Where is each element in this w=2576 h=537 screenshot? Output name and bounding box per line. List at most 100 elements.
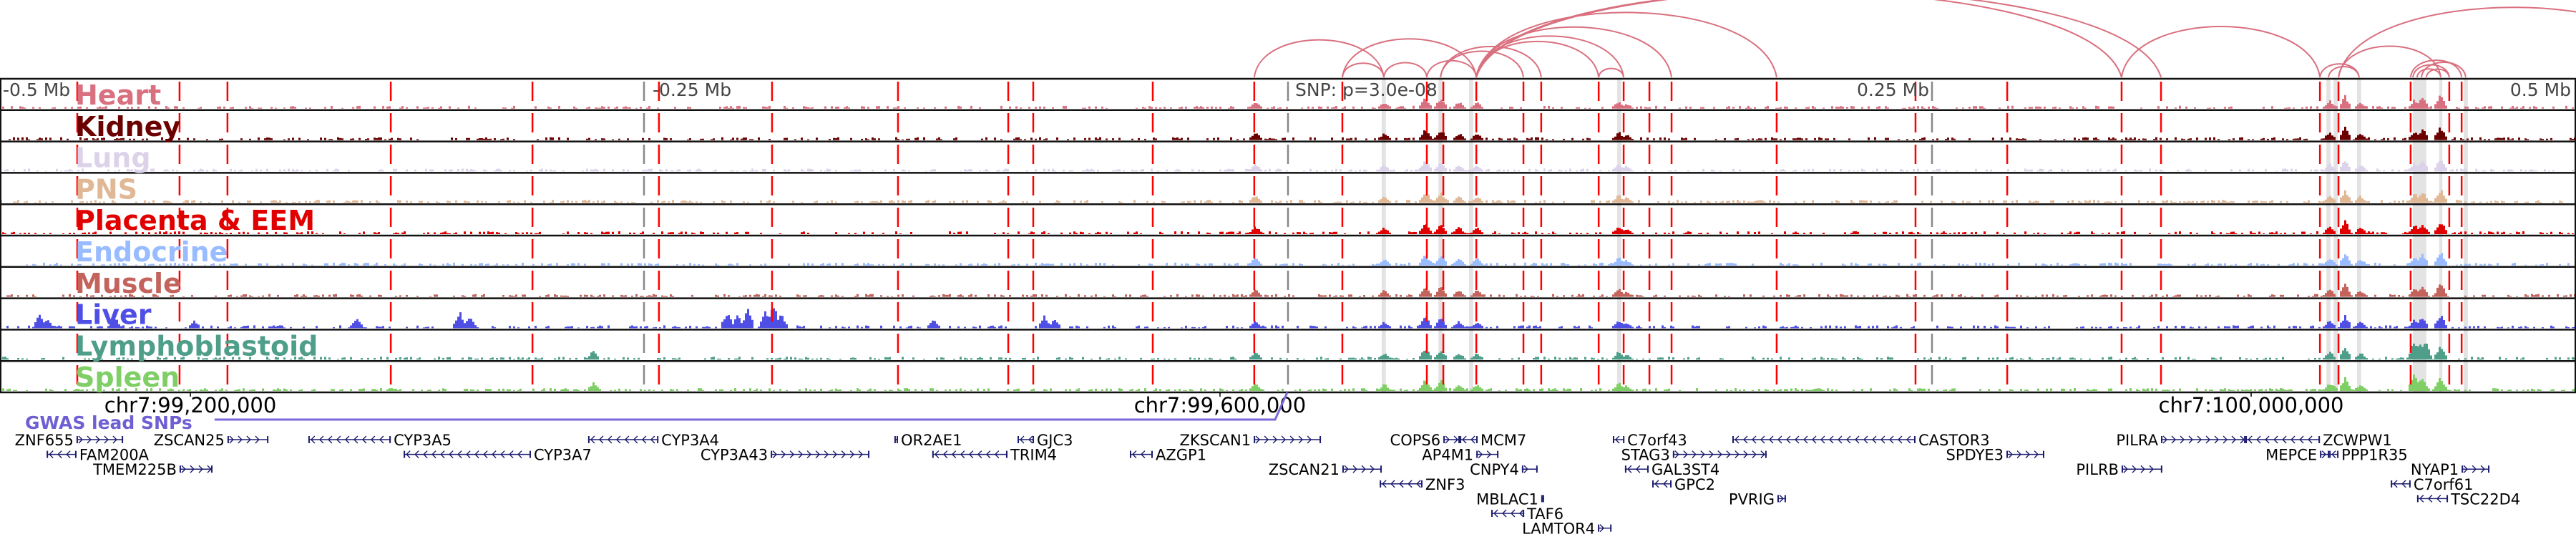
gene-exon [122, 436, 124, 443]
chromatin-loop-arc [1341, 38, 1478, 78]
gene-exon [1458, 436, 1460, 443]
gene-or2ae1[interactable]: OR2AE1 [894, 432, 962, 449]
track-label: Muscle [75, 268, 182, 299]
gene-nyap1[interactable]: NYAP1 [2411, 461, 2490, 478]
gene-exon [1541, 495, 1543, 503]
gene-label: CYP3A5 [394, 432, 452, 449]
gene-cyp3a4[interactable]: CYP3A4 [587, 432, 719, 449]
gene-cyp3a5[interactable]: CYP3A5 [308, 432, 452, 449]
gene-label: CYP3A43 [701, 447, 768, 464]
gene-znf3[interactable]: ZNF3 [1380, 476, 1465, 493]
gene-zcwpw1[interactable]: ZCWPW1 [2245, 432, 2392, 449]
gene-exon [1018, 436, 1019, 443]
gene-exon [2161, 436, 2163, 443]
gene-exon [76, 436, 78, 443]
gene-tmem225b[interactable]: TMEM225B [92, 461, 213, 478]
gene-label: COPS6 [1390, 432, 1441, 449]
gene-azgp1[interactable]: AZGP1 [1129, 447, 1206, 464]
gene-label: OR2AE1 [901, 432, 962, 449]
strand-forward-icon [1445, 435, 1459, 444]
strand-reverse-icon [2393, 480, 2406, 488]
chromatin-loop-arc [1475, 0, 2162, 78]
gene-exon [1254, 436, 1256, 443]
gene-fam200a[interactable]: FAM200A [47, 447, 150, 464]
gene-label: C7orf43 [1627, 432, 1687, 449]
gene-pvrig[interactable]: PVRIG [1729, 490, 1786, 508]
gene-zscan21[interactable]: ZSCAN21 [1269, 461, 1382, 478]
gene-exon [1523, 510, 1525, 517]
gene-taf6[interactable]: TAF6 [1491, 505, 1563, 523]
gene-label: TMEM225B [92, 461, 177, 478]
chromatin-loop-arc [1475, 26, 1673, 78]
gene-exon [2160, 465, 2162, 473]
gene-gpc2[interactable]: GPC2 [1652, 476, 1715, 493]
gene-mepce[interactable]: MEPCE [2265, 447, 2330, 464]
gene-exon [179, 465, 181, 473]
gene-ppp1r35[interactable]: PPP1R35 [2329, 447, 2408, 464]
gene-znf655[interactable]: ZNF655 [15, 432, 124, 449]
strand-forward-icon [229, 435, 260, 444]
strand-forward-icon [78, 435, 117, 444]
gene-ap4m1[interactable]: AP4M1 [1422, 447, 1499, 464]
gene-spdye3[interactable]: SPDYE3 [1946, 447, 2044, 464]
track-frames [0, 77, 2576, 394]
gene-cyp3a43[interactable]: CYP3A43 [701, 447, 869, 464]
gene-cops6[interactable]: COPS6 [1390, 432, 1460, 449]
gene-stag3[interactable]: STAG3 [1621, 447, 1767, 464]
chromatin-loop-arc [1426, 59, 1478, 78]
gene-castor3[interactable]: CASTOR3 [1732, 432, 1990, 449]
gene-exon [1624, 465, 1626, 473]
gene-label: FAM200A [79, 447, 150, 464]
gwas-label: GWAS lead SNPs [25, 412, 192, 433]
strand-forward-icon [1523, 465, 1528, 473]
gene-pilra[interactable]: PILRA [2116, 432, 2246, 449]
strand-reverse-icon [2419, 494, 2441, 503]
signal-tracks [0, 95, 2576, 391]
gene-tsc22d4[interactable]: TSC22D4 [2416, 490, 2520, 508]
gene-c7orf43[interactable]: C7orf43 [1612, 432, 1687, 449]
track-label: Liver [75, 299, 152, 331]
strand-reverse-icon [406, 450, 522, 459]
strand-reverse-icon [1131, 450, 1146, 459]
chromatin-loop-arc [2409, 59, 2463, 78]
gene-exon [211, 465, 213, 473]
gene-c7orf61[interactable]: C7orf61 [2391, 476, 2474, 493]
gene-mblac1[interactable]: MBLAC1 [1476, 490, 1544, 508]
gene-exon [2244, 436, 2246, 443]
track-label: Heart [75, 79, 161, 111]
gene-exon [1536, 465, 1538, 473]
chromosome-axis: chr7:99,200,000 chr7:99,600,000 chr7:100,0… [104, 392, 2344, 417]
gene-cnpy4[interactable]: CNPY4 [1470, 461, 1538, 478]
strand-reverse-icon [310, 435, 384, 444]
gene-label: ZSCAN25 [154, 432, 225, 449]
gene-label: GAL3ST4 [1652, 461, 1719, 478]
gene-exon [2320, 450, 2322, 458]
gene-label: CYP3A4 [661, 432, 719, 449]
track-label: Kidney [75, 111, 180, 142]
gene-exon [227, 436, 229, 443]
gene-trim4[interactable]: TRIM4 [932, 447, 1057, 464]
gene-cyp3a7[interactable]: CYP3A7 [404, 447, 592, 464]
gene-label: ZKSCAN1 [1180, 432, 1252, 449]
gene-label: GPC2 [1674, 476, 1715, 493]
gene-zkscan1[interactable]: ZKSCAN1 [1180, 432, 1322, 449]
strand-reverse-icon [590, 435, 655, 444]
gene-label: ZNF3 [1425, 476, 1465, 493]
gene-pilrb[interactable]: PILRB [2076, 461, 2162, 478]
gene-gjc3[interactable]: GJC3 [1018, 432, 1073, 449]
gene-zscan25[interactable]: ZSCAN25 [154, 432, 269, 449]
signal-heart [2, 95, 2574, 109]
gene-mcm7[interactable]: MCM7 [1460, 432, 1526, 449]
signal-muscle [6, 284, 2576, 297]
gene-exon [1612, 436, 1614, 443]
gene-lamtor4[interactable]: LAMTOR4 [1522, 521, 1612, 537]
gene-exon [1443, 436, 1445, 443]
gene-exon [308, 436, 310, 443]
gene-gal3st4[interactable]: GAL3ST4 [1624, 461, 1719, 478]
strand-reverse-icon [1735, 435, 1911, 444]
gene-exon [1598, 524, 1600, 532]
gene-exon [771, 450, 773, 458]
chr-tick-label: chr7:100,000,000 [2159, 393, 2344, 417]
gene-exon [1765, 450, 1767, 458]
track-label: Placenta & EEM [75, 205, 315, 236]
